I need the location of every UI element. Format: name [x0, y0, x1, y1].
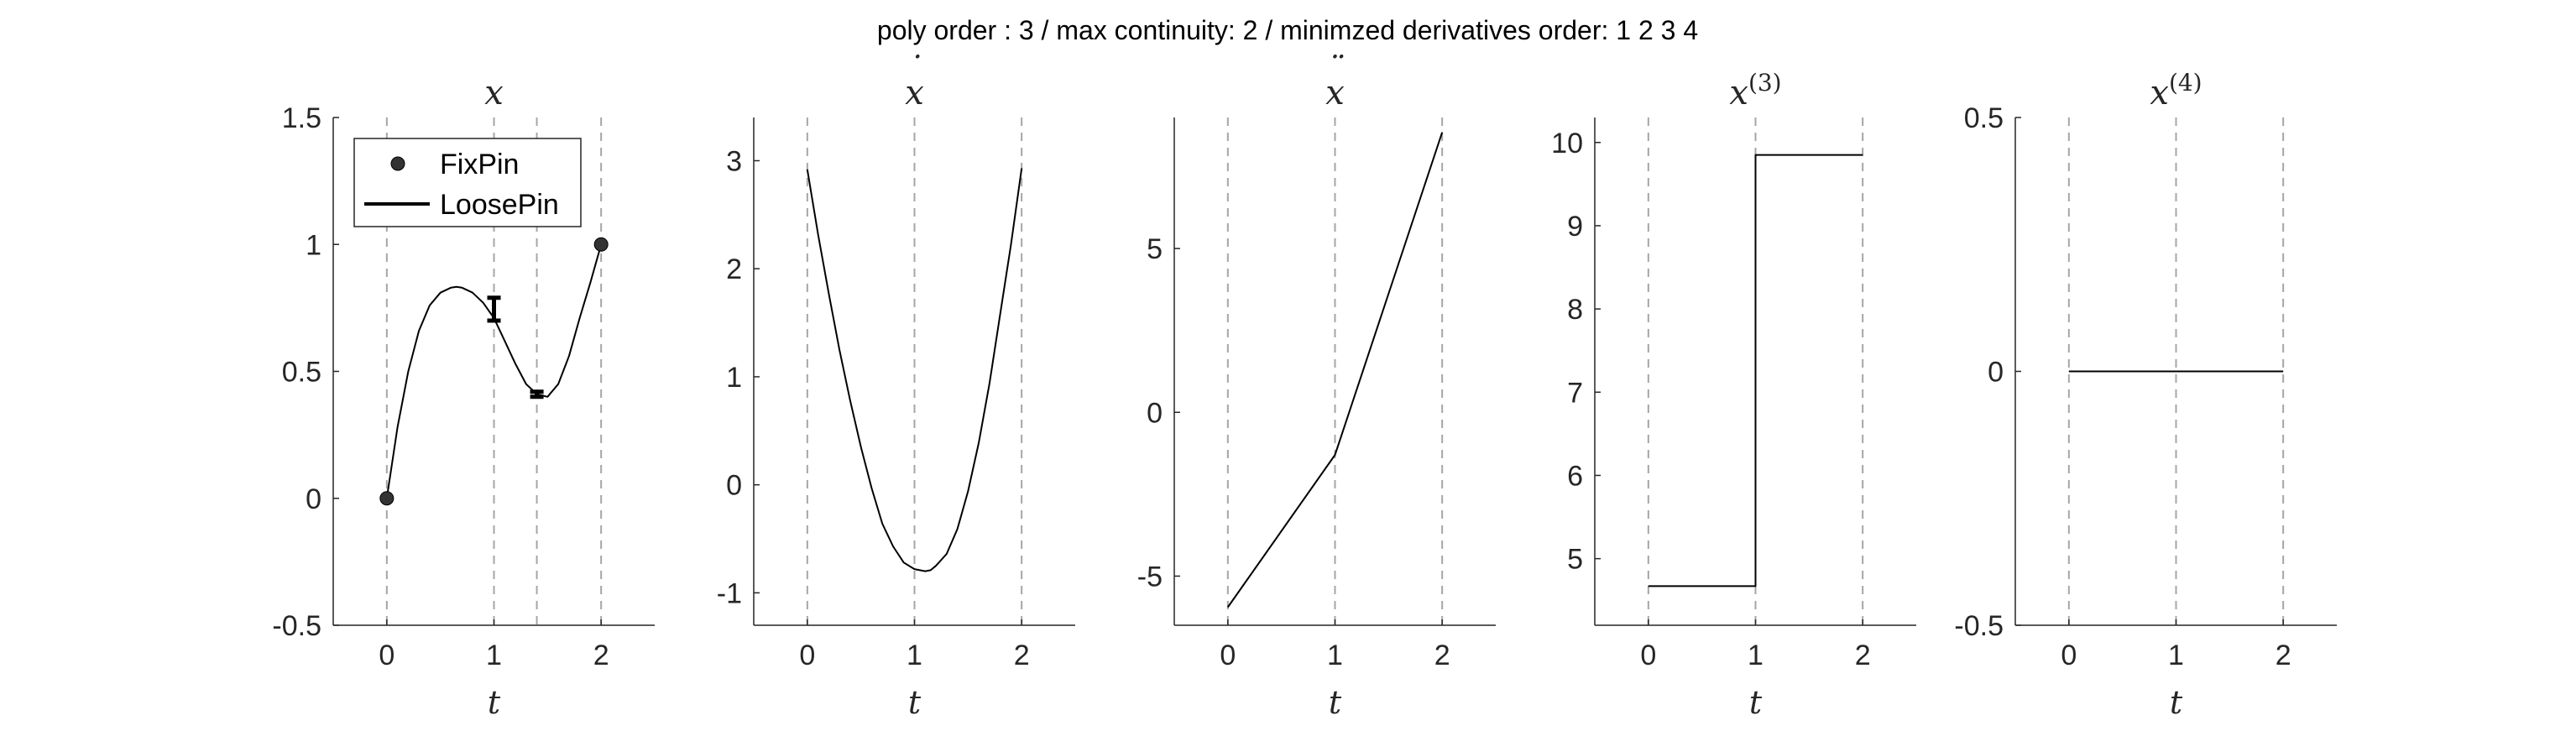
- y-tick-label: 5: [1567, 544, 1583, 576]
- y-tick-label: 0.5: [282, 357, 321, 389]
- subplot-5: -0.500.50 1 2tx(4): [1954, 69, 2337, 721]
- subplot-title: x: [905, 74, 924, 112]
- x-tick-label: 2: [1014, 640, 1030, 671]
- subplots-group: -0.5 0 0.5 1 1.5 0 1 2 t x FixPin LoosePin -1 0 1 2 3 0 1 2…: [272, 50, 2337, 721]
- series-line-1: [1648, 154, 1863, 587]
- legend-label-loosepin: LoosePin: [440, 189, 559, 221]
- subplot-1: -0.5 0 0.5 1 1.5 0 1 2 t x FixPin LoosePin: [272, 74, 655, 721]
- x-tick-label: 0: [2061, 640, 2077, 671]
- y-tick-label: -0.5: [1954, 610, 2004, 642]
- loosepin-marker-1: [487, 295, 501, 323]
- y-tick-label: 6: [1567, 460, 1583, 492]
- loosepin-marker-2: [530, 389, 544, 399]
- y-tick-label: 0: [1147, 397, 1163, 429]
- legend: FixPin LoosePin: [353, 138, 582, 227]
- y-tick-label: 9: [1567, 211, 1583, 243]
- x-axis-label: t: [1329, 684, 1342, 721]
- x-tick-label: 1: [907, 640, 922, 671]
- y-tick-label: 1.5: [282, 102, 321, 134]
- y-tick-label: 0: [726, 470, 742, 502]
- x-tick-label: 1: [2168, 640, 2184, 671]
- y-tick-label: 0: [306, 483, 321, 515]
- subplot-3: -5 0 5 0 1 2 t x¨: [1137, 50, 1496, 721]
- y-tick-label: 1: [306, 229, 321, 261]
- subplot-title-accent: ¨: [1327, 50, 1345, 89]
- legend-label-fixpin: FixPin: [440, 149, 519, 180]
- series-line-1: [1226, 132, 1444, 608]
- subplot-title: x: [484, 74, 504, 112]
- series-line-1: [806, 168, 1023, 572]
- y-tick-label: 8: [1567, 294, 1583, 326]
- legend-fixpin-symbol: [390, 156, 405, 171]
- fixpin-marker-2: [593, 237, 609, 252]
- subplot-title-accent: ˙: [907, 50, 923, 89]
- x-axis-label: t: [908, 684, 922, 721]
- x-tick-label: 0: [799, 640, 815, 671]
- fixpin-marker-1: [379, 491, 394, 506]
- y-tick-label: -1: [717, 577, 742, 609]
- y-tick-label: 10: [1551, 128, 1583, 159]
- x-tick-label: 0: [1640, 640, 1656, 671]
- subplot-title-superscript: (4): [2169, 69, 2202, 97]
- y-tick-label: 7: [1567, 377, 1583, 409]
- series-line-1: [385, 244, 603, 499]
- y-tick-label: -5: [1137, 561, 1163, 593]
- x-tick-label: 1: [486, 640, 502, 671]
- figure-suptitle: poly order : 3 / max continuity: 2 / min…: [877, 15, 1698, 45]
- x-axis-label: t: [2170, 684, 2183, 721]
- x-tick-label: 2: [2276, 640, 2291, 671]
- x-tick-label: 2: [1434, 640, 1450, 671]
- x-tick-label: 1: [1327, 640, 1343, 671]
- subplot-title: x: [1325, 74, 1345, 112]
- x-tick-label: 1: [1748, 640, 1763, 671]
- y-tick-label: 5: [1147, 233, 1163, 265]
- x-tick-label: 0: [1220, 640, 1236, 671]
- x-tick-label: 2: [1855, 640, 1871, 671]
- x-tick-label: 0: [379, 640, 394, 671]
- y-tick-label: 3: [726, 145, 742, 177]
- subplot-title-superscript: (3): [1748, 69, 1782, 97]
- y-tick-label: 0.5: [1964, 102, 2004, 134]
- x-axis-label: t: [488, 684, 501, 721]
- x-tick-label: 2: [593, 640, 609, 671]
- subplot-2: -1 0 1 2 3 0 1 2 t x˙: [717, 50, 1075, 721]
- legend-box: [353, 138, 582, 227]
- y-tick-label: -0.5: [272, 610, 321, 642]
- y-tick-label: 1: [726, 362, 742, 394]
- y-tick-label: 0: [1988, 357, 2004, 389]
- y-tick-label: 2: [726, 253, 742, 285]
- x-axis-label: t: [1749, 684, 1763, 721]
